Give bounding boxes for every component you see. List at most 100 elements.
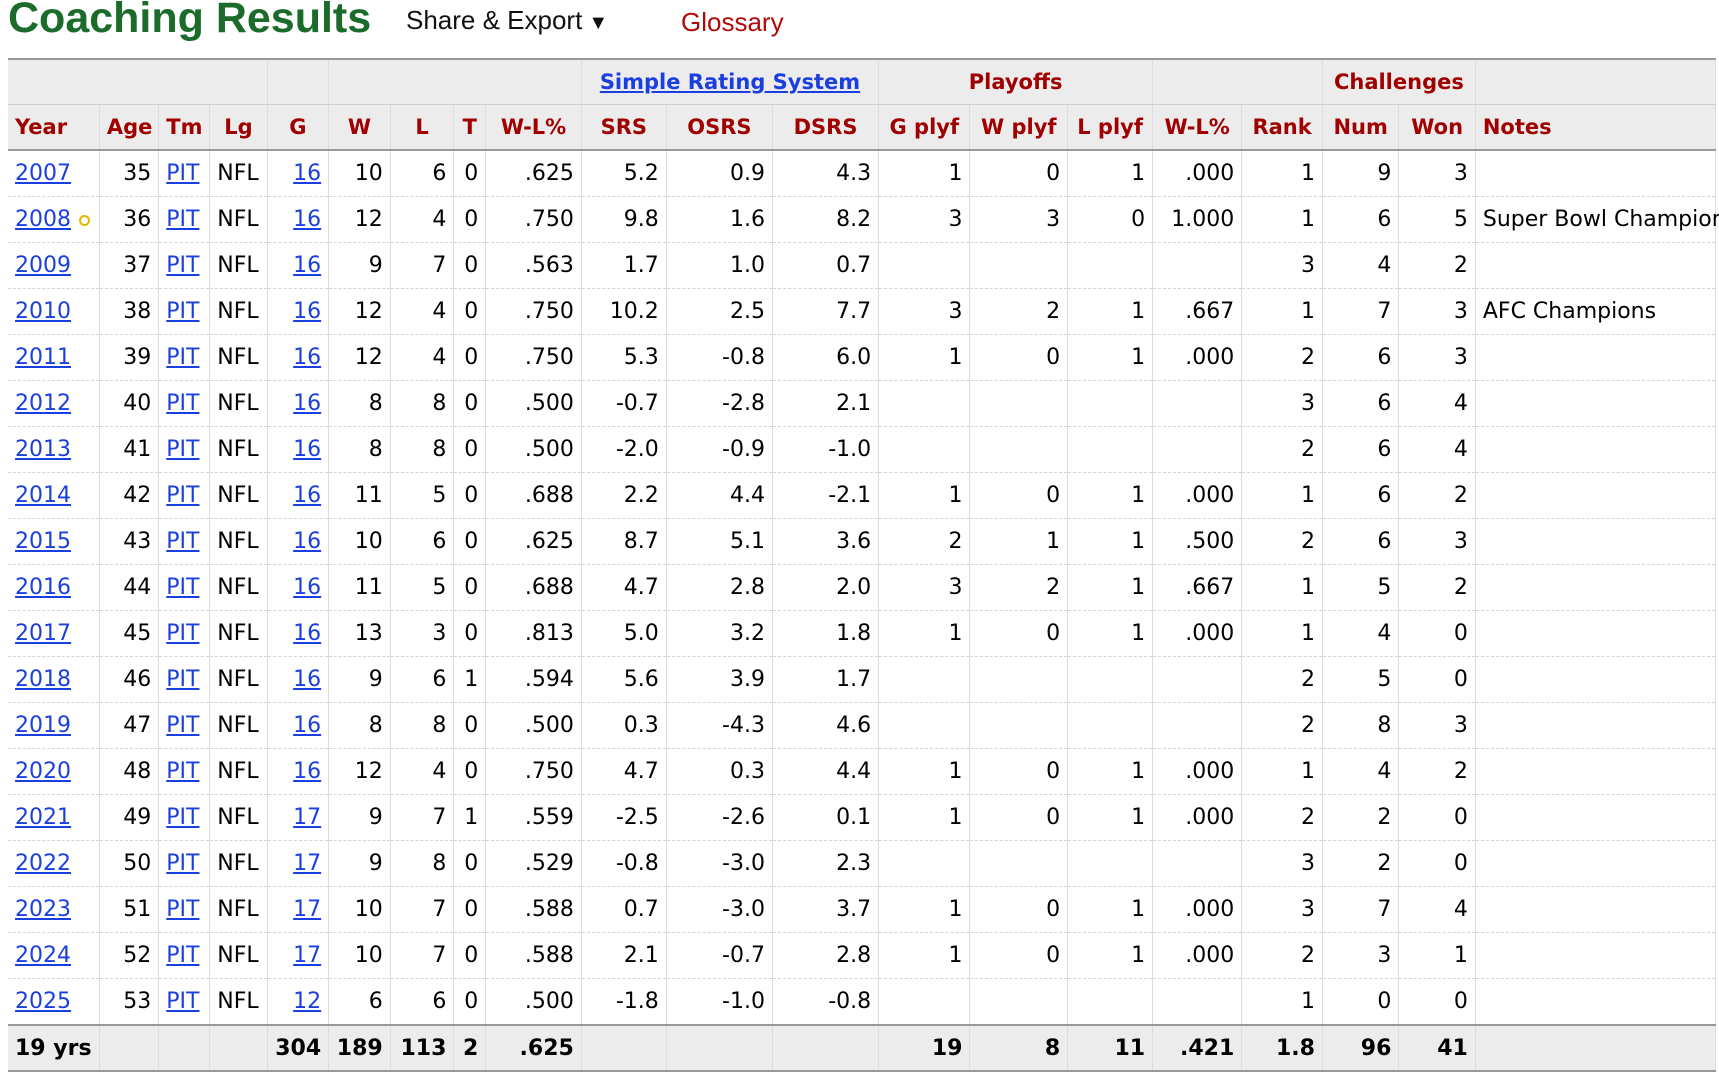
column-header-rank[interactable]: Rank — [1241, 104, 1323, 151]
column-header-g-plyf[interactable]: G plyf — [878, 104, 971, 151]
tm-link[interactable]: PIT — [166, 391, 200, 416]
year-link[interactable]: 2009 — [15, 253, 71, 278]
g-link[interactable]: 16 — [293, 437, 322, 462]
column-header-srs[interactable]: SRS — [581, 104, 667, 151]
g-link[interactable]: 17 — [293, 943, 322, 968]
year-link[interactable]: 2024 — [15, 943, 71, 968]
cell-g-plyf: 1 — [878, 610, 971, 657]
g-link[interactable]: 16 — [293, 253, 322, 278]
tm-link[interactable]: PIT — [166, 621, 200, 646]
g-link[interactable]: 16 — [293, 161, 322, 186]
tm-link[interactable]: PIT — [166, 805, 200, 830]
year-link[interactable]: 2013 — [15, 437, 71, 462]
year-link[interactable]: 2012 — [15, 391, 71, 416]
over-header-blank — [1475, 58, 1717, 105]
tm-link[interactable]: PIT — [166, 345, 200, 370]
g-link[interactable]: 16 — [293, 207, 322, 232]
column-header-w-l-[interactable]: W-L% — [485, 104, 582, 151]
year-link[interactable]: 2021 — [15, 805, 71, 830]
year-link[interactable]: 2015 — [15, 529, 71, 554]
g-link[interactable]: 16 — [293, 299, 322, 324]
year-link[interactable]: 2022 — [15, 851, 71, 876]
year-link[interactable]: 2020 — [15, 759, 71, 784]
cell-w-l-: .688 — [485, 472, 582, 519]
tm-link[interactable]: PIT — [166, 437, 200, 462]
tm-link[interactable]: PIT — [166, 483, 200, 508]
tm-link[interactable]: PIT — [166, 897, 200, 922]
year-link[interactable]: 2018 — [15, 667, 71, 692]
cell-w: 9 — [328, 656, 391, 703]
cell-year: 2024 — [8, 932, 100, 979]
cell-l-plyf: 1 — [1067, 932, 1154, 979]
cell-g: 16 — [267, 472, 330, 519]
share-export-button[interactable]: Share & Export ▼ — [406, 4, 608, 39]
column-header-tm[interactable]: Tm — [158, 104, 211, 151]
g-link[interactable]: 16 — [293, 759, 322, 784]
tm-link[interactable]: PIT — [166, 713, 200, 738]
g-link[interactable]: 16 — [293, 529, 322, 554]
cell-t: 0 — [453, 932, 487, 979]
column-header-age[interactable]: Age — [99, 104, 160, 151]
year-link[interactable]: 2016 — [15, 575, 71, 600]
column-header-num[interactable]: Num — [1322, 104, 1400, 151]
year-link[interactable]: 2008 — [15, 207, 71, 232]
column-header-notes[interactable]: Notes — [1475, 104, 1717, 151]
cell-t: 0 — [453, 472, 487, 519]
cell-osrs: 0.3 — [666, 748, 773, 795]
column-header-won[interactable]: Won — [1398, 104, 1476, 151]
year-link[interactable]: 2023 — [15, 897, 71, 922]
column-header-l-plyf[interactable]: L plyf — [1067, 104, 1154, 151]
cell-srs: -0.7 — [581, 380, 667, 427]
tm-link[interactable]: PIT — [166, 529, 200, 554]
g-link[interactable]: 16 — [293, 345, 322, 370]
g-link[interactable]: 17 — [293, 897, 322, 922]
year-link[interactable]: 2011 — [15, 345, 71, 370]
tm-link[interactable]: PIT — [166, 943, 200, 968]
tm-link[interactable]: PIT — [166, 575, 200, 600]
year-link[interactable]: 2014 — [15, 483, 71, 508]
g-link[interactable]: 16 — [293, 667, 322, 692]
tm-link[interactable]: PIT — [166, 161, 200, 186]
year-link[interactable]: 2017 — [15, 621, 71, 646]
cell-num: 2 — [1322, 840, 1400, 887]
cell-g: 16 — [267, 656, 330, 703]
g-link[interactable]: 12 — [293, 989, 322, 1014]
cell-won: 2 — [1398, 564, 1476, 611]
column-header-t[interactable]: T — [453, 104, 487, 151]
year-link[interactable]: 2019 — [15, 713, 71, 738]
column-header-g[interactable]: G — [267, 104, 330, 151]
srs-link[interactable]: Simple Rating System — [599, 70, 861, 94]
tm-link[interactable]: PIT — [166, 667, 200, 692]
g-link[interactable]: 16 — [293, 575, 322, 600]
cell-osrs: 3.2 — [666, 610, 773, 657]
g-link[interactable]: 16 — [293, 391, 322, 416]
year-link[interactable]: 2007 — [15, 161, 71, 186]
tm-link[interactable]: PIT — [166, 207, 200, 232]
glossary-link[interactable]: Glossary — [681, 7, 784, 37]
g-link[interactable]: 17 — [293, 805, 322, 830]
cell-dsrs: -1.0 — [772, 426, 880, 473]
cell-rank: 3 — [1241, 380, 1323, 427]
tm-link[interactable]: PIT — [166, 759, 200, 784]
tm-link[interactable]: PIT — [166, 253, 200, 278]
tm-link[interactable]: PIT — [166, 299, 200, 324]
cell-l-plyf — [1067, 242, 1154, 289]
column-header-l[interactable]: L — [390, 104, 455, 151]
column-header-dsrs[interactable]: DSRS — [772, 104, 880, 151]
tm-link[interactable]: PIT — [166, 989, 200, 1014]
tm-link[interactable]: PIT — [166, 851, 200, 876]
column-header-w-l-[interactable]: W-L% — [1152, 104, 1243, 151]
column-header-lg[interactable]: Lg — [209, 104, 268, 151]
cell-w-l-: .588 — [485, 932, 582, 979]
year-link[interactable]: 2010 — [15, 299, 71, 324]
column-header-osrs[interactable]: OSRS — [666, 104, 773, 151]
year-link[interactable]: 2025 — [15, 989, 71, 1014]
g-link[interactable]: 16 — [293, 621, 322, 646]
g-link[interactable]: 16 — [293, 713, 322, 738]
column-header-w[interactable]: W — [328, 104, 391, 151]
table-row: 2025 53 PIT NFL 12 6 6 0.500 -1.8 -1.0 -0.8 1 0 0 — [8, 978, 1717, 1026]
column-header-year[interactable]: Year — [8, 104, 100, 151]
g-link[interactable]: 16 — [293, 483, 322, 508]
g-link[interactable]: 17 — [293, 851, 322, 876]
column-header-w-plyf[interactable]: W plyf — [969, 104, 1069, 151]
